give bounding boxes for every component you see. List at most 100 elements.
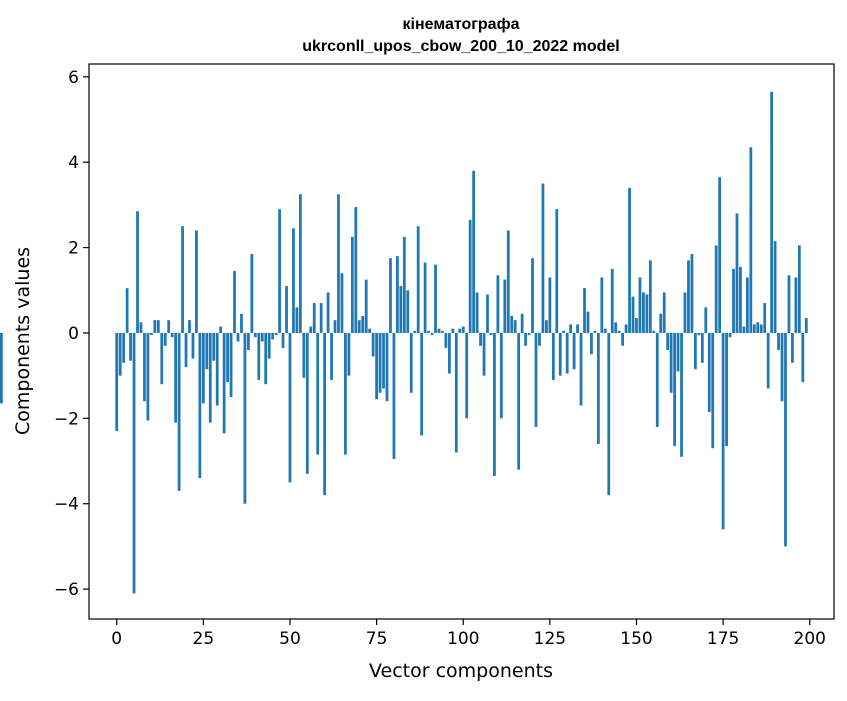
bar bbox=[333, 320, 337, 333]
bar bbox=[156, 320, 160, 333]
bar bbox=[690, 253, 694, 333]
bar bbox=[344, 332, 347, 455]
bar bbox=[503, 279, 507, 333]
bar bbox=[413, 330, 417, 333]
y-tick-label: 0 bbox=[68, 324, 79, 344]
bar bbox=[579, 332, 583, 406]
bar bbox=[337, 194, 340, 333]
bar bbox=[385, 332, 389, 402]
bar bbox=[350, 236, 354, 333]
bar bbox=[382, 332, 385, 389]
bar bbox=[423, 262, 427, 333]
x-tick-label: 100 bbox=[447, 629, 479, 649]
bar bbox=[447, 332, 451, 374]
x-tick-label: 175 bbox=[707, 629, 739, 649]
bar bbox=[538, 332, 541, 346]
bar bbox=[285, 286, 288, 333]
bar bbox=[707, 332, 711, 412]
bar bbox=[389, 258, 392, 333]
bar bbox=[441, 330, 444, 333]
bar bbox=[475, 292, 479, 333]
bar bbox=[489, 332, 493, 336]
plot-frame bbox=[88, 63, 835, 620]
bar bbox=[583, 288, 586, 333]
bar bbox=[732, 268, 735, 333]
bar bbox=[617, 330, 621, 333]
bar bbox=[770, 91, 774, 333]
bar bbox=[590, 332, 593, 355]
bar bbox=[163, 332, 167, 346]
bar bbox=[465, 332, 469, 419]
bar bbox=[184, 332, 188, 368]
bar bbox=[409, 332, 413, 393]
bar bbox=[281, 332, 285, 348]
bar bbox=[215, 332, 219, 406]
bar bbox=[655, 332, 659, 427]
bar bbox=[804, 318, 808, 333]
bar bbox=[780, 332, 784, 402]
bar bbox=[247, 332, 250, 351]
bar bbox=[319, 303, 323, 333]
bar bbox=[181, 226, 184, 333]
bar bbox=[250, 253, 254, 333]
bar bbox=[479, 332, 482, 346]
bar bbox=[669, 332, 673, 393]
bar bbox=[711, 332, 715, 449]
y-tick-label: −2 bbox=[54, 409, 79, 429]
bar bbox=[295, 307, 299, 333]
bar bbox=[687, 260, 690, 333]
bar bbox=[569, 324, 573, 333]
bar bbox=[534, 332, 538, 427]
bar bbox=[153, 320, 157, 333]
bars-group bbox=[0, 91, 808, 594]
bar bbox=[233, 271, 236, 333]
bar bbox=[593, 330, 597, 333]
bar bbox=[392, 332, 396, 459]
bar bbox=[648, 260, 652, 333]
bar bbox=[725, 332, 728, 447]
bar bbox=[188, 320, 191, 333]
bar bbox=[191, 332, 195, 359]
bar bbox=[773, 241, 777, 333]
y-tick-label: −6 bbox=[54, 580, 79, 600]
bar bbox=[420, 332, 424, 436]
bar bbox=[378, 332, 382, 393]
bar bbox=[486, 294, 489, 333]
bar bbox=[437, 328, 441, 333]
bar bbox=[160, 332, 164, 385]
x-axis-ticks: 0 25 50 75 100 125 150 175 200 bbox=[111, 619, 826, 649]
bar bbox=[697, 332, 701, 336]
bar bbox=[267, 332, 271, 359]
x-tick-label: 150 bbox=[620, 629, 652, 649]
bar bbox=[402, 236, 406, 333]
bar bbox=[763, 303, 767, 333]
bar bbox=[600, 277, 604, 333]
bar bbox=[721, 332, 725, 530]
bar bbox=[493, 332, 496, 476]
bar bbox=[298, 194, 302, 333]
bar bbox=[309, 326, 313, 333]
bar bbox=[801, 332, 805, 383]
bar bbox=[198, 332, 202, 479]
bar bbox=[451, 328, 455, 333]
bar bbox=[0, 332, 3, 404]
bar bbox=[316, 332, 320, 455]
chart-title: кінематографа bbox=[403, 16, 520, 33]
x-tick-label: 125 bbox=[534, 629, 566, 649]
bar bbox=[645, 294, 649, 333]
bar bbox=[673, 332, 676, 447]
bar bbox=[541, 183, 545, 333]
bar bbox=[240, 313, 243, 333]
bar bbox=[565, 332, 569, 374]
bar bbox=[794, 277, 798, 333]
bar bbox=[170, 332, 174, 338]
bar bbox=[146, 332, 150, 421]
bar bbox=[323, 332, 327, 496]
bar bbox=[129, 332, 132, 361]
bar bbox=[368, 328, 372, 333]
bar bbox=[406, 290, 410, 333]
bar bbox=[704, 307, 708, 333]
bar bbox=[621, 332, 625, 346]
bar bbox=[288, 332, 292, 483]
bar bbox=[195, 230, 198, 333]
